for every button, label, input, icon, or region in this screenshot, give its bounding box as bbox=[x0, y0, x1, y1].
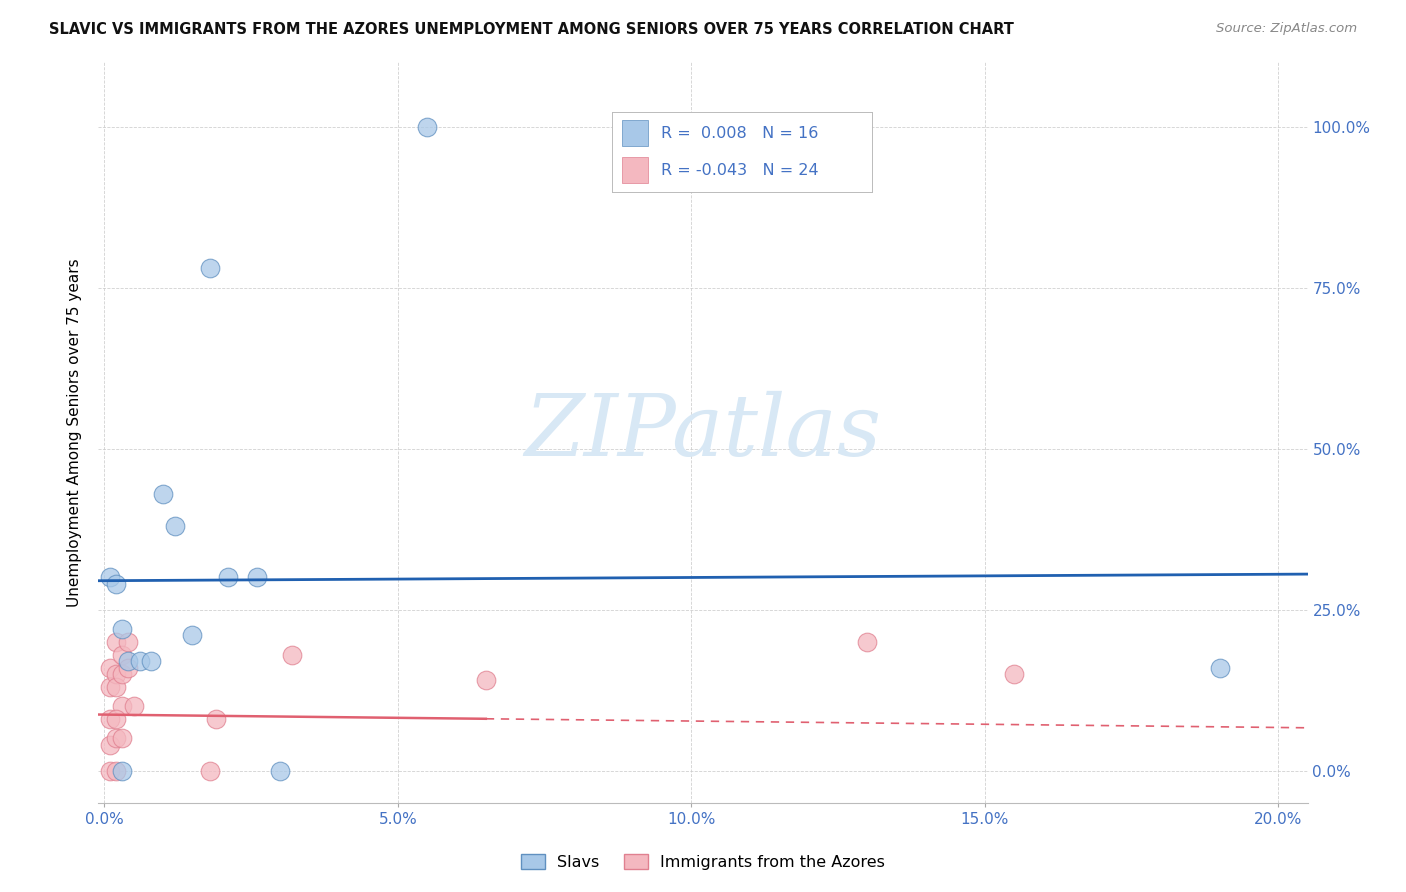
Point bbox=[122, 699, 145, 714]
Point bbox=[105, 712, 128, 726]
Point bbox=[416, 120, 439, 134]
Point bbox=[117, 660, 139, 674]
Point bbox=[98, 660, 121, 674]
Point bbox=[475, 673, 498, 688]
Point bbox=[141, 654, 163, 668]
Point bbox=[269, 764, 291, 778]
Point bbox=[98, 738, 121, 752]
Point bbox=[105, 764, 128, 778]
Legend: Slavs, Immigrants from the Azores: Slavs, Immigrants from the Azores bbox=[515, 847, 891, 876]
Point bbox=[98, 764, 121, 778]
Text: SLAVIC VS IMMIGRANTS FROM THE AZORES UNEMPLOYMENT AMONG SENIORS OVER 75 YEARS CO: SLAVIC VS IMMIGRANTS FROM THE AZORES UNE… bbox=[49, 22, 1014, 37]
Point bbox=[111, 667, 134, 681]
Point bbox=[246, 570, 269, 584]
Point bbox=[98, 570, 121, 584]
Point bbox=[105, 667, 128, 681]
Point bbox=[111, 699, 134, 714]
Point bbox=[105, 680, 128, 694]
Point bbox=[856, 635, 879, 649]
Point bbox=[163, 519, 186, 533]
Bar bbox=[621, 120, 648, 146]
Point bbox=[105, 577, 128, 591]
Point bbox=[111, 648, 134, 662]
Text: ZIPatlas: ZIPatlas bbox=[524, 392, 882, 474]
Point bbox=[1208, 660, 1230, 674]
Point bbox=[111, 731, 134, 746]
Point bbox=[111, 764, 134, 778]
Point bbox=[198, 261, 221, 276]
Point bbox=[117, 635, 139, 649]
Point bbox=[198, 764, 221, 778]
Text: Source: ZipAtlas.com: Source: ZipAtlas.com bbox=[1216, 22, 1357, 36]
Point bbox=[204, 712, 226, 726]
Point bbox=[98, 680, 121, 694]
Bar bbox=[621, 157, 648, 183]
Point bbox=[281, 648, 304, 662]
Text: R =  0.008   N = 16: R = 0.008 N = 16 bbox=[661, 126, 818, 141]
Point bbox=[181, 628, 204, 642]
Y-axis label: Unemployment Among Seniors over 75 years: Unemployment Among Seniors over 75 years bbox=[67, 259, 83, 607]
Point bbox=[117, 654, 139, 668]
Point bbox=[152, 487, 174, 501]
Point bbox=[98, 712, 121, 726]
Point bbox=[217, 570, 239, 584]
Point bbox=[111, 622, 134, 636]
Text: R = -0.043   N = 24: R = -0.043 N = 24 bbox=[661, 162, 818, 178]
Point bbox=[105, 635, 128, 649]
Point bbox=[128, 654, 150, 668]
Point bbox=[1002, 667, 1025, 681]
Point bbox=[105, 731, 128, 746]
